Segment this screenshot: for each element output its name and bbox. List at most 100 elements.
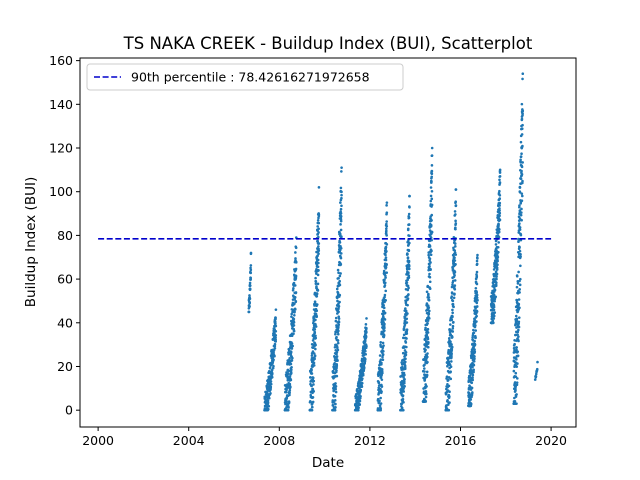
data-point [428, 309, 431, 313]
data-point [290, 342, 294, 345]
data-point [273, 346, 277, 350]
data-point [407, 271, 410, 274]
data-point [407, 293, 410, 296]
data-point [317, 261, 320, 265]
data-point [310, 408, 314, 412]
data-point [445, 387, 448, 391]
data-point [498, 193, 502, 197]
data-point [427, 298, 431, 302]
y-tick-label: 140 [49, 97, 73, 112]
y-tick-label: 80 [57, 228, 73, 243]
data-point [315, 285, 318, 288]
data-point [512, 369, 516, 373]
data-point [337, 320, 341, 324]
data-point [520, 173, 524, 176]
data-point [515, 319, 519, 323]
data-point [496, 245, 500, 249]
data-point [292, 320, 296, 324]
data-point [338, 232, 342, 236]
data-point [518, 186, 522, 189]
data-point [333, 394, 337, 398]
data-point [521, 144, 524, 148]
data-point [405, 328, 409, 332]
data-point [337, 329, 340, 333]
data-point [513, 381, 517, 384]
data-point [515, 317, 519, 321]
data-point [382, 306, 386, 310]
data-point [267, 404, 271, 408]
data-point [520, 102, 524, 106]
data-point [359, 394, 362, 398]
data-point [334, 402, 337, 406]
data-point [362, 345, 365, 348]
data-point [402, 333, 406, 337]
data-point [364, 335, 368, 339]
data-point [518, 226, 522, 229]
data-point [384, 253, 387, 257]
data-point [429, 261, 432, 264]
data-point [498, 178, 501, 182]
data-point [475, 259, 479, 263]
data-point [288, 388, 292, 392]
data-point [520, 165, 524, 169]
data-point [404, 307, 407, 310]
data-point [498, 211, 502, 215]
data-point [406, 252, 409, 256]
data-point [271, 371, 274, 375]
data-point [340, 193, 343, 197]
data-point [289, 385, 292, 389]
data-point [338, 274, 342, 278]
data-point [335, 364, 339, 368]
data-point [426, 337, 430, 341]
data-point [475, 305, 479, 308]
data-point [517, 316, 521, 319]
data-point [358, 403, 362, 406]
data-point [429, 199, 433, 203]
data-point [520, 211, 523, 214]
data-point [285, 397, 289, 400]
data-point [498, 209, 501, 212]
data-point [447, 408, 451, 412]
data-point [407, 259, 411, 263]
data-point [405, 332, 409, 335]
data-point [293, 310, 296, 313]
data-point [311, 376, 315, 380]
data-point [287, 401, 291, 405]
data-point [274, 338, 277, 341]
data-point [272, 348, 276, 352]
data-point [408, 205, 411, 209]
data-point [317, 213, 321, 216]
data-point [429, 223, 433, 227]
data-point [497, 241, 501, 244]
data-point [404, 360, 407, 364]
data-point [515, 381, 519, 384]
data-point [383, 278, 386, 282]
data-point [517, 325, 521, 329]
data-point [316, 273, 320, 277]
data-point [519, 158, 522, 162]
data-point [385, 204, 388, 207]
data-point [404, 357, 407, 361]
data-point [427, 296, 431, 299]
data-point [317, 252, 320, 256]
data-point [334, 330, 338, 334]
data-point [470, 386, 474, 390]
data-point [290, 347, 294, 350]
y-tick-label: 100 [49, 184, 73, 199]
data-point [430, 249, 433, 253]
data-point [492, 317, 496, 320]
data-point [316, 225, 319, 228]
data-point [430, 180, 433, 183]
data-point [450, 292, 454, 295]
data-point [316, 288, 320, 292]
data-point [339, 272, 342, 275]
data-point [472, 360, 476, 363]
data-point [293, 284, 297, 287]
data-point [292, 324, 296, 327]
data-point [406, 278, 410, 282]
data-point [453, 242, 457, 245]
data-point [289, 362, 293, 366]
data-point [533, 378, 537, 381]
data-point [338, 241, 342, 244]
data-point [403, 319, 407, 322]
